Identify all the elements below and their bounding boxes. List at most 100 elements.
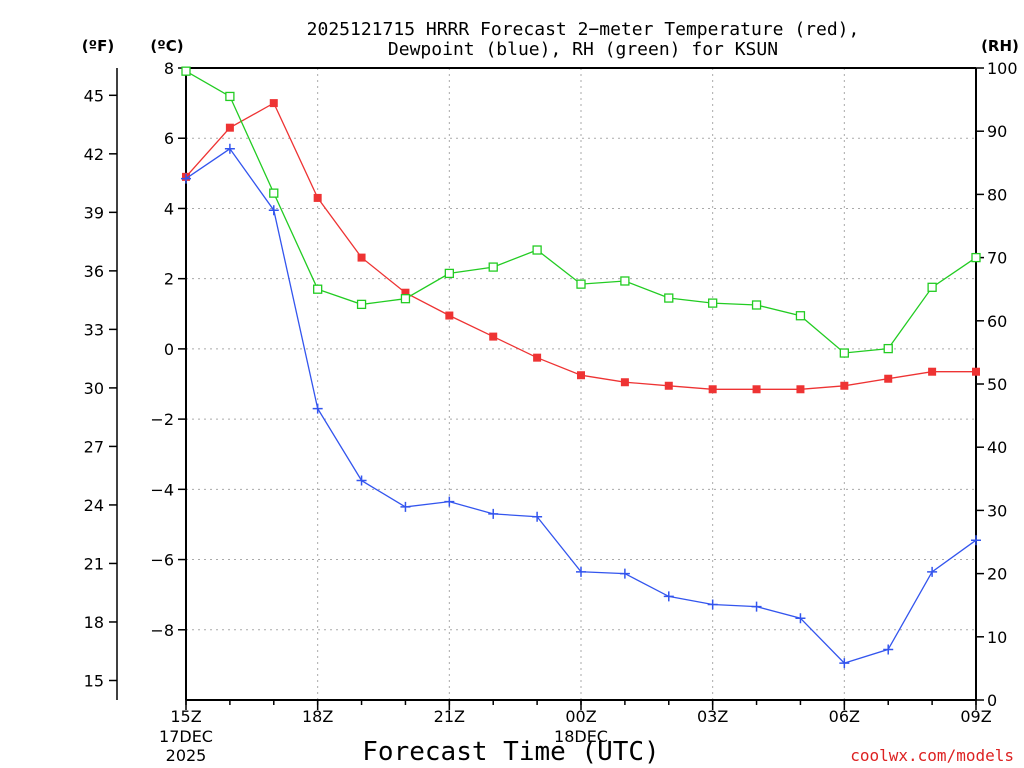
x-tick-label: 21Z [434,707,465,726]
dewpoint-point [576,566,586,577]
dewpoint-point [444,496,455,507]
rh-point [795,311,806,321]
rh-point [269,188,279,198]
temperature-point [269,99,278,108]
rh-point [664,293,674,303]
dewpoint-point [356,475,367,486]
fahrenheit-tick-label: 15 [84,671,104,690]
rh-point [883,343,893,354]
fahrenheit-tick-label: 21 [84,554,104,573]
x-axis-label: Forecast Time (UTC) [362,737,659,767]
fahrenheit-tick-label: 24 [84,496,104,515]
rh-tick-label: 0 [987,691,997,710]
dewpoint-point [707,599,718,610]
rh-point [532,245,542,255]
x-tick-label: 03Z [697,707,728,726]
rh-point [708,298,718,308]
rh-tick-label: 70 [987,249,1007,268]
rh-point [576,279,586,289]
dewpoint-point [488,508,499,519]
temperature-point [752,385,761,394]
x-tick-label: 00Z [565,707,596,726]
x-tick-label: 06Z [829,707,860,726]
x-tick-label: 18Z [302,707,333,726]
x-tick-label: 09Z [960,707,991,726]
temperature-point [489,332,498,341]
rh-point [225,91,235,102]
temperature-point [972,367,980,376]
dewpoint-point [663,591,674,602]
rh-point [444,268,454,279]
celsius-tick-label: 4 [164,199,174,218]
celsius-tick-label: 2 [164,270,174,289]
rh-point [400,294,411,304]
rh-tick-label: 60 [987,312,1007,331]
temperature-point [533,353,542,362]
dewpoint-point [795,613,806,624]
rh-tick-label: 100 [987,59,1018,78]
dewpoint-point [224,143,235,154]
rh-tick-label: 80 [987,185,1007,204]
celsius-tick-label: −4 [150,480,174,499]
credit-text: coolwx.com/models [850,746,1014,765]
rh-point [488,262,498,272]
dewpoint-point [971,535,981,546]
rh-point [971,252,981,263]
celsius-tick-label: 6 [164,129,174,148]
celsius-tick-label: −8 [150,621,174,640]
rh-tick-label: 90 [987,122,1007,141]
fahrenheit-tick-label: 45 [84,86,104,105]
celsius-tick-label: 0 [164,340,174,359]
fahrenheit-axis-unit: (ºF) [82,37,114,55]
temperature-point [357,253,366,262]
x-tick-date-label: 17DEC [159,727,213,746]
temperature-point [445,311,454,320]
dewpoint-point [751,601,762,612]
x-tick-date-label: 18DEC [554,727,608,746]
temperature-point [225,123,234,132]
temperature-point [401,288,410,297]
rh-tick-label: 50 [987,375,1007,394]
chart-title-line1: 2025121715 HRRR Forecast 2−meter Tempera… [307,19,860,40]
temperature-point [884,374,893,383]
temperature-point [928,367,937,376]
temperature-point [796,385,805,394]
dewpoint-point [619,568,630,579]
rh-point [839,348,849,358]
fahrenheit-tick-label: 36 [84,262,104,281]
celsius-axis-unit: (ºC) [150,37,183,55]
fahrenheit-tick-label: 18 [84,613,104,632]
x-tick-year-label: 2025 [166,746,207,765]
celsius-tick-label: −2 [150,410,174,429]
fahrenheit-tick-label: 30 [84,379,104,398]
dewpoint-point [532,511,543,522]
rh-point [356,299,367,310]
celsius-tick-label: −6 [150,551,174,570]
temperature-point [664,381,673,390]
rh-tick-label: 30 [987,501,1007,520]
rh-tick-label: 10 [987,628,1007,647]
temperature-point [313,193,322,202]
temperature-point [577,371,585,380]
fahrenheit-tick-label: 42 [84,145,104,164]
dewpoint-point [927,566,938,577]
rh-point [751,300,762,310]
celsius-tick-label: 8 [164,59,174,78]
fahrenheit-tick-label: 27 [84,437,104,456]
dewpoint-point [839,658,850,669]
rh-point [313,284,323,294]
fahrenheit-tick-label: 39 [84,203,104,222]
temperature-point [840,381,849,390]
temperature-point [620,378,629,387]
rh-tick-label: 40 [987,438,1007,457]
fahrenheit-tick-label: 33 [84,320,104,339]
x-tick-label: 15Z [170,707,201,726]
dewpoint-point [181,173,191,184]
data-series [181,66,981,669]
axes: 86420−2−4−6−8454239363330272421181510090… [84,59,1018,765]
dewpoint-point [883,644,894,655]
rh-tick-label: 20 [987,565,1007,584]
rh-point [181,66,191,76]
chart-title-line2: Dewpoint (blue), RH (green) for KSUN [388,39,778,60]
